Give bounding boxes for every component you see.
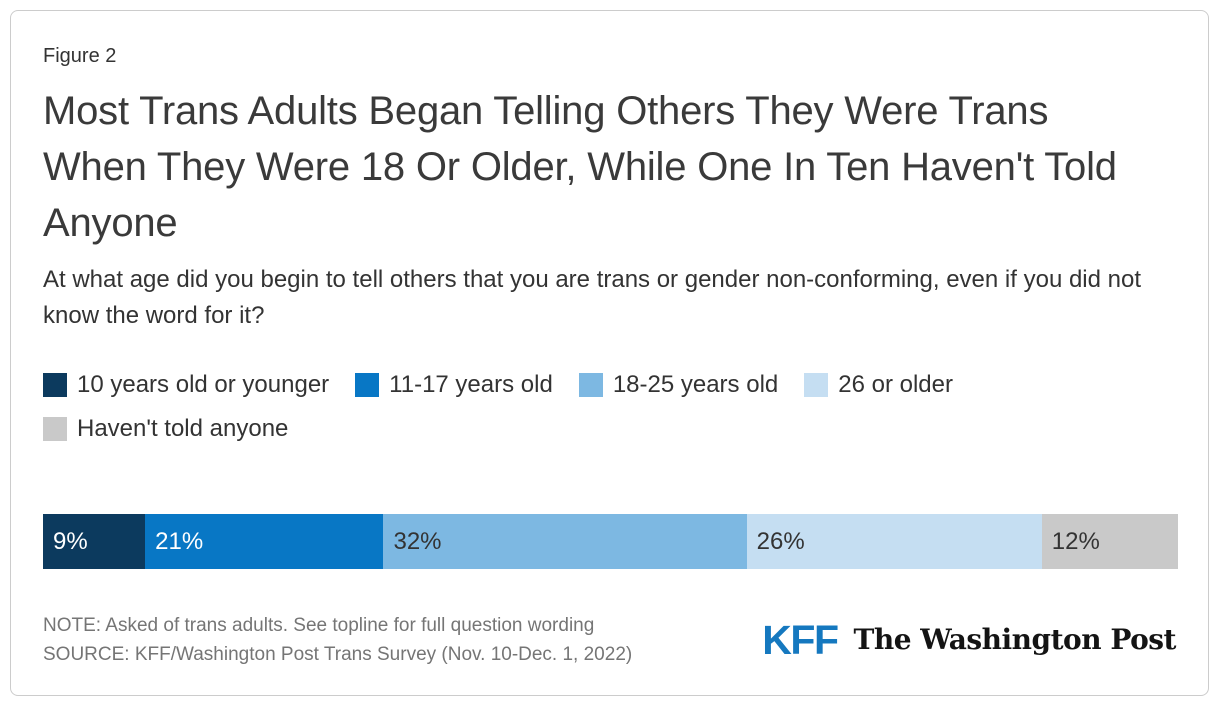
legend-swatch-icon: [43, 417, 67, 441]
legend-item: Haven't told anyone: [43, 415, 288, 443]
footer-notes: NOTE: Asked of trans adults. See topline…: [43, 611, 632, 669]
chart-question-subtitle: At what age did you begin to tell others…: [43, 266, 1142, 329]
legend-item: 26 or older: [804, 371, 953, 399]
legend-item: 18-25 years old: [578, 371, 779, 399]
note-text: NOTE: Asked of trans adults. See topline…: [43, 615, 595, 636]
bar-segment[interactable]: 26%: [746, 514, 1042, 569]
legend-label: 11-17 years old: [389, 371, 553, 398]
figure-card: Figure 2 Most Trans Adults Began Telling…: [10, 10, 1209, 696]
figure-footer: NOTE: Asked of trans adults. See topline…: [43, 611, 1178, 669]
source-text: SOURCE: KFF/Washington Post Trans Survey…: [43, 644, 633, 665]
bar-segment-value-label: 21%: [155, 527, 204, 555]
legend-label: 18-25 years old: [612, 371, 779, 398]
legend-item: 10 years old or younger: [43, 371, 329, 399]
kff-logo: KFF: [762, 616, 839, 663]
chart-legend: 10 years old or younger 11-17 years old 18…: [43, 371, 1176, 443]
bar-segment[interactable]: 21%: [145, 514, 384, 569]
bar-segment-value-label: 12%: [1051, 527, 1100, 555]
legend-label: Haven't told anyone: [77, 415, 289, 442]
bar-segment[interactable]: 32%: [383, 514, 747, 569]
washington-post-logo: The Washington Post: [853, 623, 1177, 656]
legend-item: 11-17 years old: [355, 371, 553, 399]
legend-label: 10 years old or younger: [77, 371, 330, 398]
legend-swatch-icon: [355, 373, 380, 397]
chart-title: Most Trans Adults Began Telling Others T…: [43, 89, 1117, 245]
bar-segment-value-label: 32%: [393, 527, 442, 555]
bar-segment[interactable]: 12%: [1041, 514, 1178, 569]
legend-label: 26 or older: [838, 371, 953, 398]
footer-logos: KFF The Washington Post: [762, 616, 1178, 663]
stacked-bar: 9% 21% 32% 26% 12%: [43, 514, 1178, 569]
bar-segment[interactable]: 9%: [43, 514, 146, 569]
legend-swatch-icon: [578, 373, 603, 397]
bar-segment-value-label: 9%: [53, 527, 88, 555]
bar-segment-value-label: 26%: [756, 527, 805, 555]
figure-label: Figure 2: [43, 45, 117, 67]
legend-swatch-icon: [43, 373, 67, 397]
legend-swatch-icon: [804, 373, 829, 397]
